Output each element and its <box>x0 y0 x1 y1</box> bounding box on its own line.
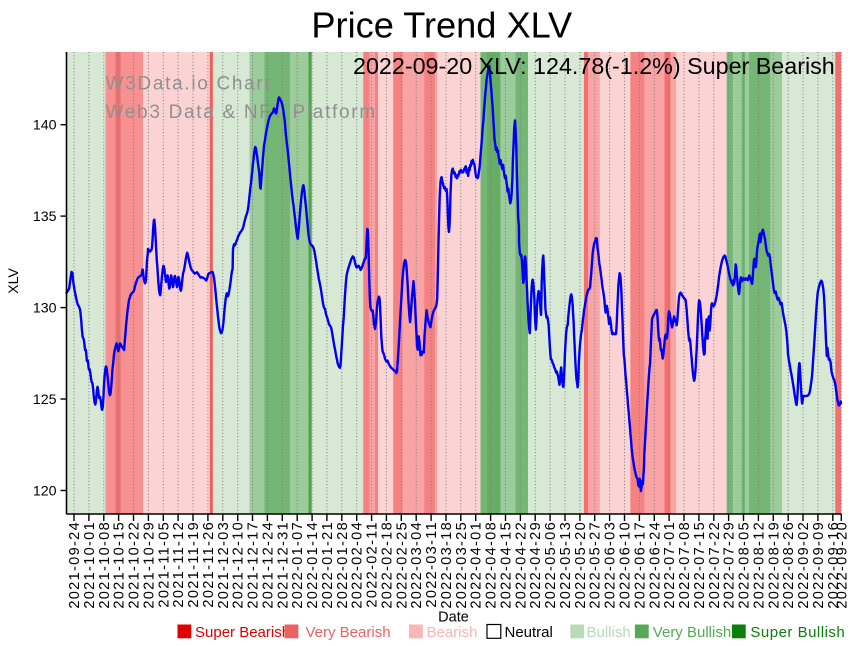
svg-text:W3Data.io Chart: W3Data.io Chart <box>106 74 272 95</box>
svg-text:2022-02-25: 2022-02-25 <box>394 521 410 609</box>
svg-text:120: 120 <box>33 484 57 500</box>
svg-text:2021-11-05: 2021-11-05 <box>156 521 172 608</box>
svg-text:2021-12-31: 2021-12-31 <box>275 521 291 609</box>
svg-text:2021-10-15: 2021-10-15 <box>112 521 128 609</box>
svg-text:2022-03-18: 2022-03-18 <box>439 521 455 609</box>
svg-text:2022-07-08: 2022-07-08 <box>677 521 693 609</box>
svg-text:2021-12-03: 2021-12-03 <box>216 521 232 609</box>
svg-text:Super Bullish: Super Bullish <box>750 624 845 641</box>
svg-text:Price Trend XLV: Price Trend XLV <box>311 5 572 46</box>
svg-text:Super Bearish: Super Bearish <box>195 624 290 641</box>
svg-text:2022-03-11: 2022-03-11 <box>424 521 440 608</box>
svg-text:2022-08-05: 2022-08-05 <box>737 521 753 609</box>
svg-text:2022-05-20: 2022-05-20 <box>573 521 589 609</box>
svg-text:2022-09-20: 2022-09-20 <box>834 521 850 609</box>
svg-text:XLV: XLV <box>6 268 22 294</box>
svg-text:2022-06-10: 2022-06-10 <box>618 521 634 609</box>
svg-text:2022-04-29: 2022-04-29 <box>528 521 544 609</box>
svg-text:2022-05-13: 2022-05-13 <box>558 521 574 609</box>
svg-text:2022-02-11: 2022-02-11 <box>365 521 381 608</box>
svg-text:2022-05-27: 2022-05-27 <box>588 521 604 609</box>
svg-text:2021-10-08: 2021-10-08 <box>97 521 113 609</box>
svg-text:Very Bullish: Very Bullish <box>653 624 731 641</box>
svg-text:2021-10-01: 2021-10-01 <box>82 521 98 609</box>
svg-text:2022-02-04: 2022-02-04 <box>350 521 366 609</box>
svg-text:2022-09-16: 2022-09-16 <box>826 521 842 609</box>
svg-text:Bearish: Bearish <box>427 624 478 641</box>
svg-text:2021-12-24: 2021-12-24 <box>260 521 276 609</box>
svg-text:2022-07-15: 2022-07-15 <box>692 521 708 609</box>
svg-text:2022-01-21: 2022-01-21 <box>320 521 336 609</box>
svg-text:2022-04-15: 2022-04-15 <box>499 521 515 609</box>
svg-text:135: 135 <box>33 209 57 225</box>
svg-text:130: 130 <box>33 301 57 317</box>
svg-text:Very Bearish: Very Bearish <box>306 624 391 641</box>
svg-text:2022-07-22: 2022-07-22 <box>707 521 723 609</box>
svg-text:Bullish: Bullish <box>587 624 631 641</box>
svg-text:2021-10-22: 2021-10-22 <box>127 521 143 609</box>
svg-text:Date: Date <box>438 610 469 626</box>
svg-text:2022-04-22: 2022-04-22 <box>513 521 529 609</box>
svg-text:Web3 Data & NFT Platform: Web3 Data & NFT Platform <box>106 102 377 123</box>
svg-text:2021-11-26: 2021-11-26 <box>201 521 217 608</box>
svg-text:2021-09-24: 2021-09-24 <box>67 521 83 609</box>
svg-text:2021-11-19: 2021-11-19 <box>186 521 202 608</box>
svg-text:2022-09-02: 2022-09-02 <box>796 521 812 609</box>
svg-text:2022-02-18: 2022-02-18 <box>379 521 395 609</box>
svg-text:2022-06-03: 2022-06-03 <box>603 521 619 609</box>
svg-text:140: 140 <box>33 118 57 134</box>
svg-text:2022-01-14: 2022-01-14 <box>305 521 321 609</box>
svg-text:2022-03-04: 2022-03-04 <box>409 521 425 609</box>
svg-text:2022-07-01: 2022-07-01 <box>662 521 678 609</box>
svg-text:2022-04-01: 2022-04-01 <box>469 521 485 609</box>
svg-text:2021-10-29: 2021-10-29 <box>141 521 157 609</box>
svg-text:125: 125 <box>33 392 57 408</box>
svg-text:2022-08-12: 2022-08-12 <box>751 521 767 609</box>
svg-text:2022-01-28: 2022-01-28 <box>335 521 351 609</box>
svg-text:2021-11-12: 2021-11-12 <box>171 521 187 608</box>
svg-text:2021-12-17: 2021-12-17 <box>246 521 262 609</box>
svg-text:2022-07-29: 2022-07-29 <box>722 521 738 609</box>
svg-text:2022-09-09: 2022-09-09 <box>811 521 827 609</box>
svg-text:2022-04-08: 2022-04-08 <box>484 521 500 609</box>
svg-text:2022-06-17: 2022-06-17 <box>632 521 648 609</box>
svg-text:Neutral: Neutral <box>505 624 553 641</box>
svg-text:2022-09-20 XLV: 124.78(-1.2%): 2022-09-20 XLV: 124.78(-1.2%) Super Bear… <box>353 53 835 79</box>
svg-text:2022-08-26: 2022-08-26 <box>781 521 797 609</box>
svg-text:2022-08-19: 2022-08-19 <box>766 521 782 609</box>
svg-text:2022-03-25: 2022-03-25 <box>454 521 470 609</box>
svg-text:2022-01-07: 2022-01-07 <box>290 521 306 609</box>
svg-text:2022-06-24: 2022-06-24 <box>647 521 663 609</box>
svg-text:2021-12-10: 2021-12-10 <box>231 521 247 609</box>
svg-text:2022-05-06: 2022-05-06 <box>543 521 559 609</box>
